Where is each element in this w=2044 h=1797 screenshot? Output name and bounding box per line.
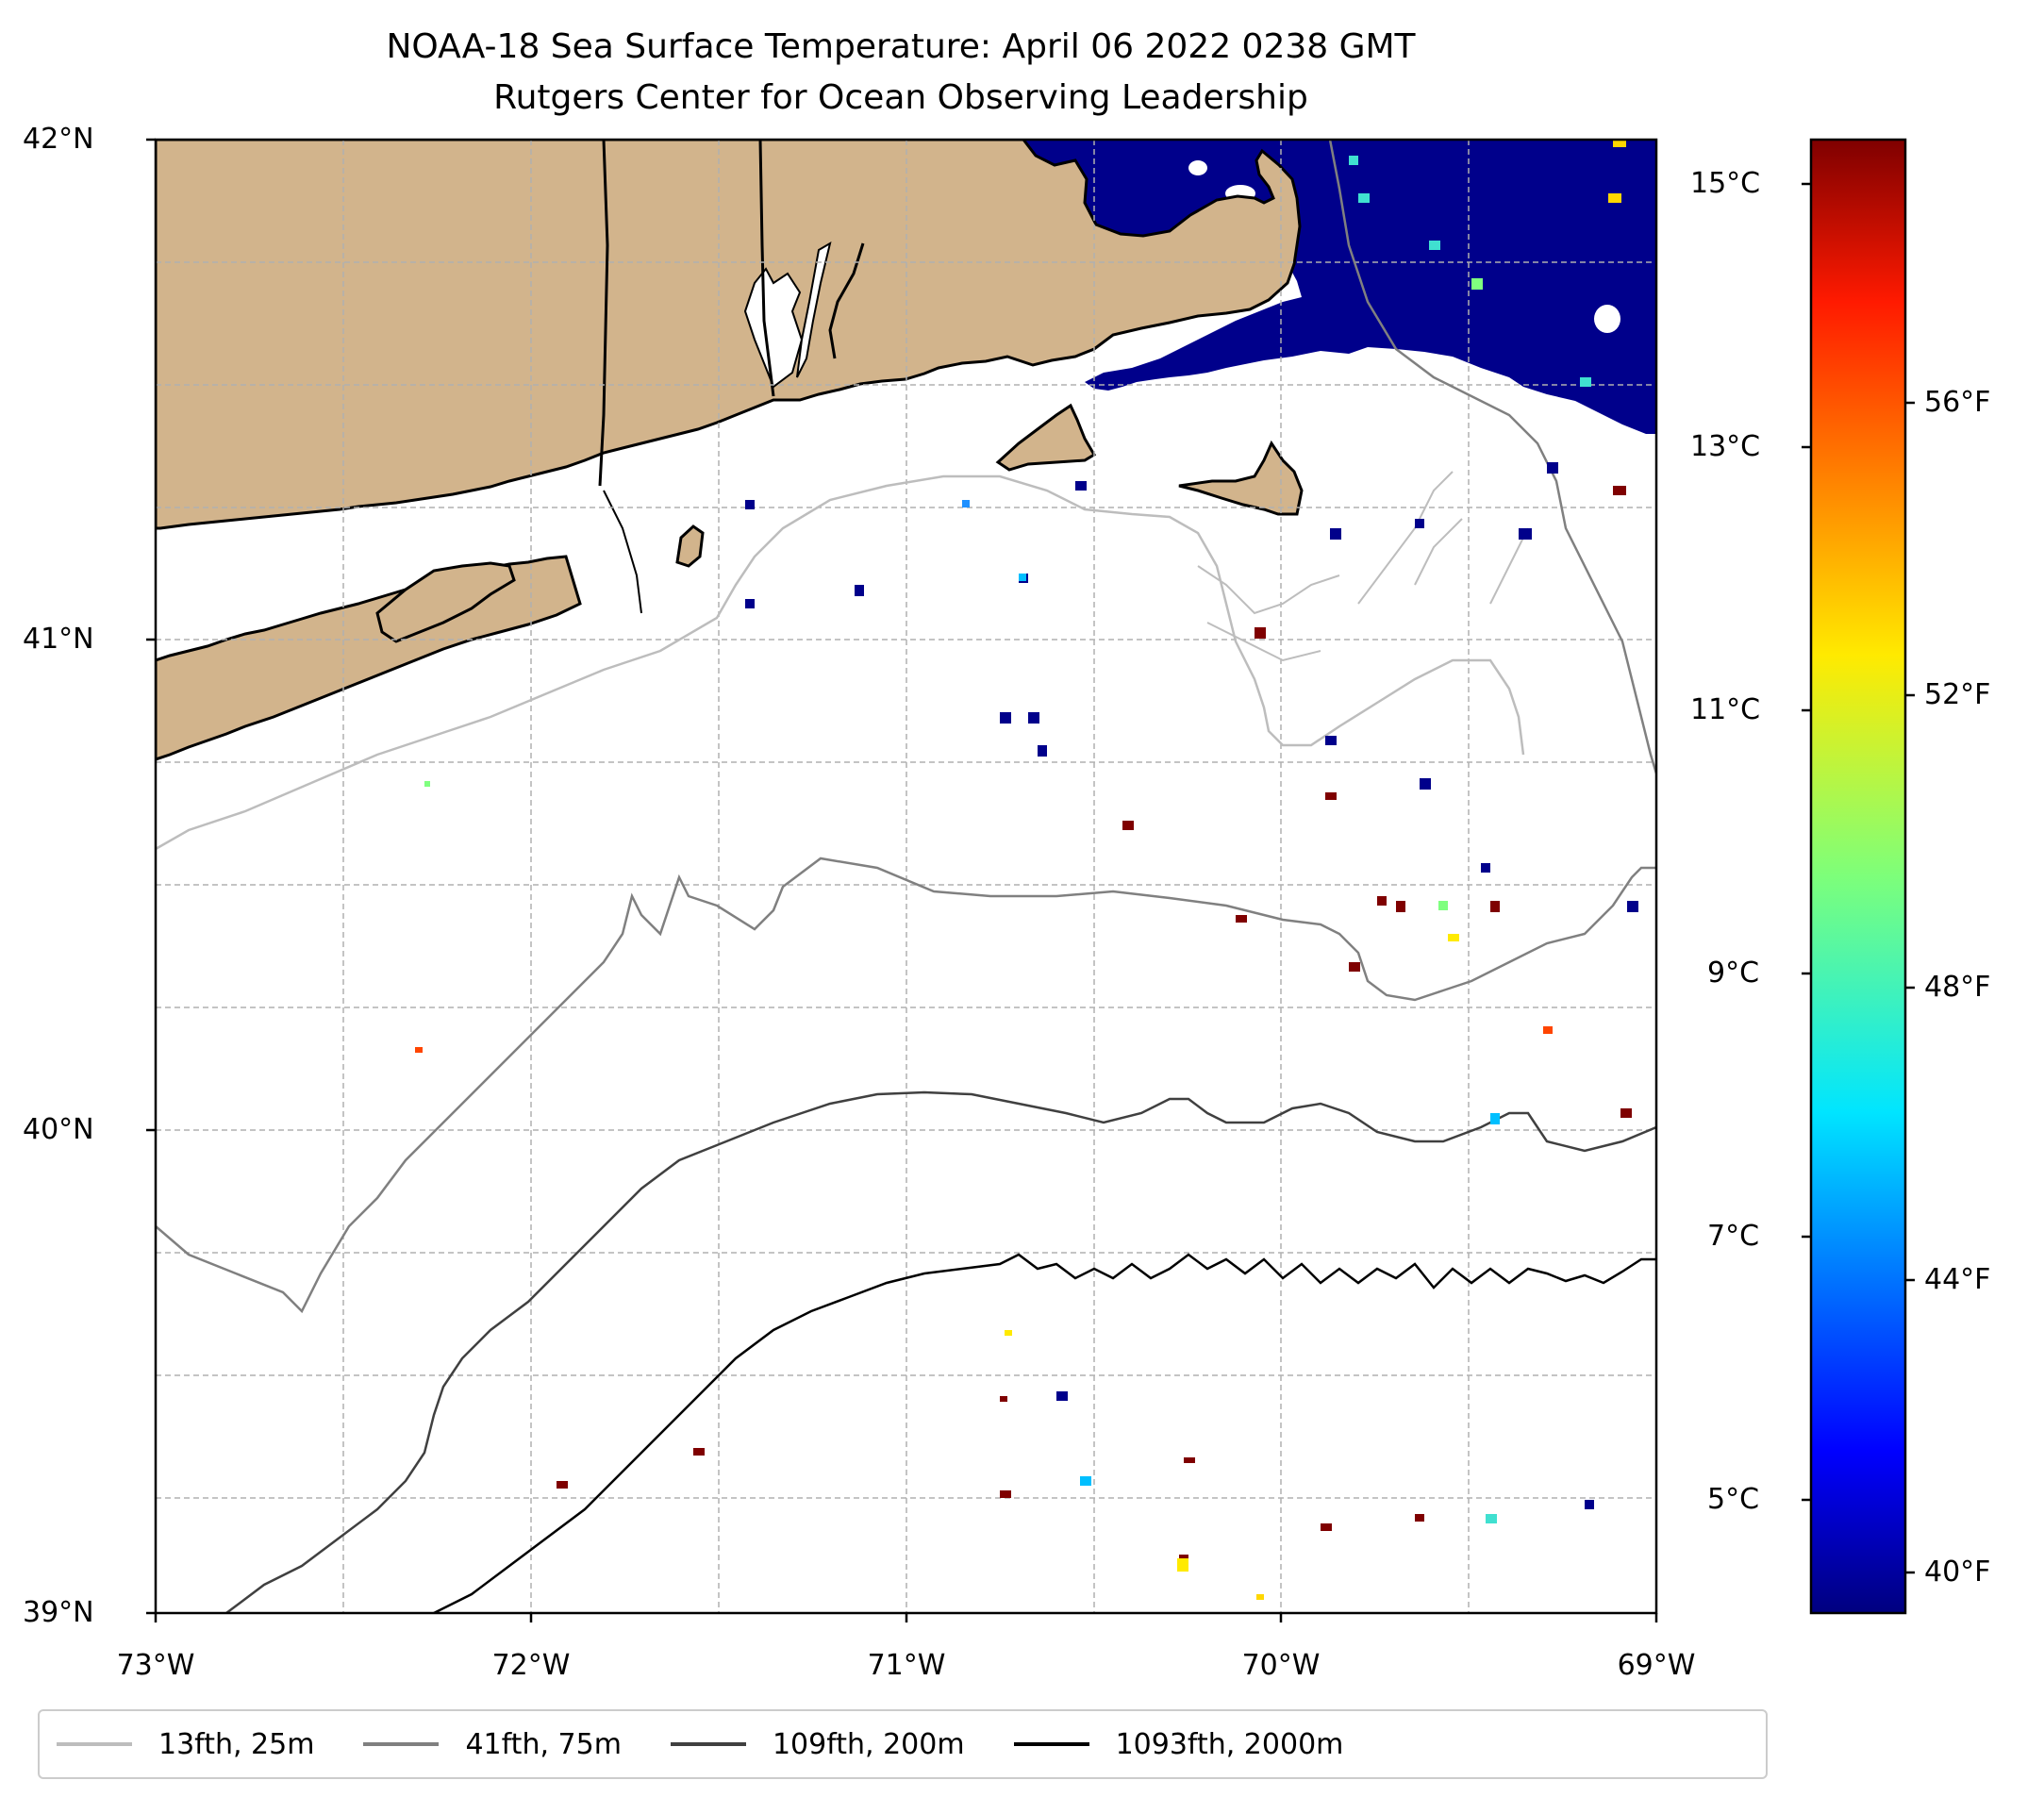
grid <box>156 140 1656 1613</box>
cold-water-region <box>1023 140 1656 434</box>
legend-swatch <box>670 1742 746 1746</box>
axis-ticks <box>146 138 1658 1622</box>
y-tick-label: 41°N <box>23 623 94 656</box>
land-north-fork <box>375 561 516 643</box>
x-tick-label: 73°W <box>116 1649 195 1682</box>
legend-label: 1093fth, 2000m <box>1115 1727 1344 1761</box>
y-tick-label: 42°N <box>23 123 94 156</box>
colorbar <box>1809 138 1907 1615</box>
colorbar-celsius-label: 9°C <box>1707 957 1760 990</box>
state-boundary <box>828 242 865 359</box>
colorbar-celsius-label: 13°C <box>1690 430 1761 463</box>
isobath-200m <box>225 1090 1656 1613</box>
legend-swatch <box>57 1742 132 1746</box>
state-boundary <box>603 490 642 614</box>
y-tick-label: 39°N <box>23 1596 94 1629</box>
legend-label: 109fth, 200m <box>772 1727 965 1761</box>
land-long-island <box>156 555 582 761</box>
colorbar-fahrenheit-label: 52°F <box>1924 678 1991 711</box>
colorbar-fahrenheit-label: 56°F <box>1924 386 1991 419</box>
legend-swatch <box>1013 1742 1089 1746</box>
state-boundary <box>598 140 609 487</box>
legend-item-75m: 41fth, 75m <box>363 1727 622 1761</box>
cloud-gap <box>1188 160 1207 175</box>
x-tick-label: 72°W <box>491 1649 571 1682</box>
cloud-gap <box>1594 305 1620 333</box>
colorbar-fahrenheit-label: 40°F <box>1924 1556 1991 1589</box>
x-tick-label: 71°W <box>867 1649 946 1682</box>
legend-swatch <box>363 1742 440 1746</box>
chart-subtitle: Rutgers Center for Ocean Observing Leade… <box>493 78 1308 117</box>
colorbar-fahrenheit-label: 44°F <box>1924 1263 1991 1296</box>
colorbar-ticks <box>1802 182 1915 1574</box>
land-block-island <box>675 524 705 568</box>
y-tick-label: 40°N <box>23 1113 94 1146</box>
narragansett-bay <box>796 241 832 378</box>
colorbar-celsius-label: 11°C <box>1690 693 1761 726</box>
colorbar-celsius-label: 7°C <box>1707 1220 1760 1253</box>
narragansett-bay <box>743 267 804 389</box>
legend-label: 13fth, 25m <box>158 1727 315 1761</box>
legend-label: 41fth, 75m <box>465 1727 622 1761</box>
legend-item-200m: 109fth, 200m <box>670 1727 965 1761</box>
land-new-england <box>156 140 1302 530</box>
colorbar-celsius-label: 15°C <box>1690 167 1761 200</box>
legend-item-25m: 13fth, 25m <box>57 1728 314 1761</box>
sst-pixels <box>415 140 1638 1600</box>
colorbar-fahrenheit-label: 48°F <box>1924 971 1991 1004</box>
land-marthas-vineyard <box>995 403 1097 472</box>
chart-title: NOAA-18 Sea Surface Temperature: April 0… <box>386 27 1416 66</box>
isobath-2000m <box>433 1253 1656 1613</box>
state-boundary <box>758 140 775 397</box>
x-tick-label: 69°W <box>1617 1649 1696 1682</box>
colorbar-celsius-label: 5°C <box>1707 1483 1760 1516</box>
land-nantucket <box>1178 440 1304 516</box>
isobath-legend: 13fth, 25m 41fth, 75m 109fth, 200m 1093f… <box>38 1709 1768 1779</box>
isobath-25m <box>156 474 1525 851</box>
legend-item-2000m: 1093fth, 2000m <box>1013 1727 1344 1761</box>
x-tick-label: 70°W <box>1241 1649 1321 1682</box>
isobath-75m <box>156 857 1656 1314</box>
